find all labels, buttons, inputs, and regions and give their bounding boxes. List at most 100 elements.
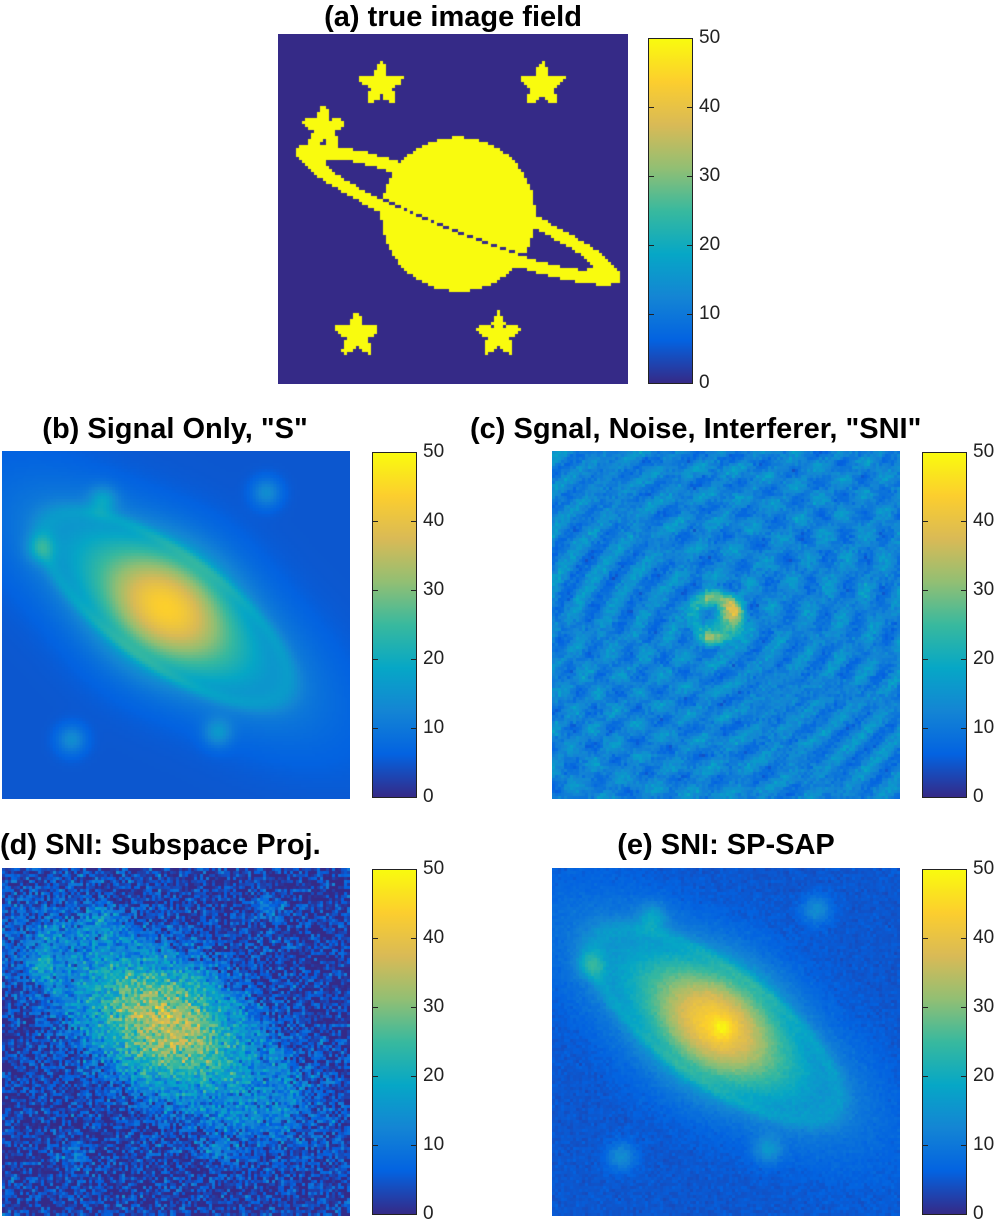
colorbar-tick-label: 50 (973, 441, 995, 462)
colorbar-tick (687, 38, 693, 39)
colorbar-tick (411, 1076, 417, 1077)
colorbar-tick (372, 1214, 378, 1215)
panel-b-heatmap (2, 451, 350, 799)
colorbar-tick (648, 38, 654, 39)
colorbar-tick (687, 314, 693, 315)
colorbar-tick (961, 521, 967, 522)
colorbar-tick (687, 107, 693, 108)
colorbar-tick-label: 50 (423, 441, 445, 462)
colorbar-tick (961, 869, 967, 870)
colorbar-tick (411, 590, 417, 591)
colorbar-tick-label: 50 (699, 27, 721, 48)
colorbar-tick (922, 1007, 928, 1008)
colorbar-tick-label: 40 (423, 927, 445, 948)
colorbar-tick (372, 521, 378, 522)
panel-d-title: (d) SNI: Subspace Proj. (0, 829, 321, 861)
colorbar-tick (687, 245, 693, 246)
colorbar-tick (411, 1145, 417, 1146)
colorbar-tick-label: 10 (973, 1134, 995, 1155)
colorbar-tick-label: 10 (973, 717, 995, 738)
colorbar-tick-label: 40 (973, 510, 995, 531)
panel-c-title: (c) Sgnal, Noise, Interferer, "SNI" (470, 413, 922, 445)
colorbar-tick (922, 521, 928, 522)
colorbar-tick (372, 1007, 378, 1008)
colorbar-tick (411, 521, 417, 522)
colorbar-tick (411, 728, 417, 729)
panel-d-colorbar (372, 869, 417, 1215)
colorbar-tick-label: 20 (423, 648, 445, 669)
colorbar-tick (411, 938, 417, 939)
colorbar-tick-label: 40 (423, 510, 445, 531)
colorbar-tick-label: 30 (973, 579, 995, 600)
colorbar-tick (961, 1076, 967, 1077)
panel-a-colorbar (648, 38, 693, 384)
colorbar-tick-label: 0 (973, 1203, 984, 1224)
colorbar-tick (961, 452, 967, 453)
colorbar-tick-label: 30 (423, 996, 445, 1017)
colorbar-tick (372, 869, 378, 870)
colorbar-tick-label: 30 (423, 579, 445, 600)
colorbar-tick (687, 383, 693, 384)
colorbar-tick-label: 10 (699, 303, 721, 324)
colorbar-tick (648, 383, 654, 384)
colorbar-tick (922, 659, 928, 660)
colorbar-tick (961, 1007, 967, 1008)
colorbar-tick-label: 0 (973, 786, 984, 807)
colorbar-tick (372, 1145, 378, 1146)
panel-b-colorbar (372, 452, 417, 798)
colorbar-tick (922, 452, 928, 453)
colorbar-tick (961, 1145, 967, 1146)
panel-c-colorbar (922, 452, 967, 798)
colorbar-tick (961, 797, 967, 798)
colorbar-tick (372, 1076, 378, 1077)
colorbar-tick (687, 176, 693, 177)
colorbar-tick (922, 590, 928, 591)
colorbar-tick-label: 30 (973, 996, 995, 1017)
colorbar-tick (648, 107, 654, 108)
panel-e-title: (e) SNI: SP-SAP (617, 829, 835, 861)
colorbar-tick (648, 245, 654, 246)
colorbar-tick (922, 869, 928, 870)
colorbar-tick (411, 797, 417, 798)
panel-e-heatmap (552, 868, 900, 1216)
colorbar-tick (648, 176, 654, 177)
colorbar-tick-label: 50 (423, 858, 445, 879)
colorbar-tick (922, 728, 928, 729)
colorbar-tick (411, 452, 417, 453)
colorbar-tick (411, 1214, 417, 1215)
colorbar-tick-label: 50 (973, 858, 995, 879)
colorbar-tick-label: 0 (699, 372, 710, 393)
colorbar-tick-label: 20 (423, 1065, 445, 1086)
colorbar-tick (961, 1214, 967, 1215)
colorbar-tick-label: 40 (973, 927, 995, 948)
colorbar-tick-label: 10 (423, 1134, 445, 1155)
colorbar-tick (922, 797, 928, 798)
colorbar-tick-label: 0 (423, 786, 434, 807)
colorbar-tick (648, 314, 654, 315)
colorbar-tick-label: 20 (699, 234, 721, 255)
colorbar-tick-label: 0 (423, 1203, 434, 1224)
panel-b-title: (b) Signal Only, "S" (42, 413, 308, 445)
colorbar-tick (411, 869, 417, 870)
colorbar-tick-label: 40 (699, 96, 721, 117)
colorbar-tick (961, 590, 967, 591)
colorbar-tick-label: 20 (973, 1065, 995, 1086)
panel-e-colorbar (922, 869, 967, 1215)
colorbar-tick-label: 30 (699, 165, 721, 186)
colorbar-tick (922, 938, 928, 939)
colorbar-tick (411, 1007, 417, 1008)
colorbar-tick (922, 1145, 928, 1146)
colorbar-tick-label: 20 (973, 648, 995, 669)
colorbar-tick-label: 10 (423, 717, 445, 738)
colorbar-tick (372, 938, 378, 939)
panel-c-heatmap (552, 451, 900, 799)
colorbar-tick (922, 1076, 928, 1077)
colorbar-tick (372, 452, 378, 453)
colorbar-tick (372, 659, 378, 660)
colorbar-tick (961, 938, 967, 939)
panel-d-heatmap (2, 868, 350, 1216)
colorbar-tick (961, 728, 967, 729)
panel-a-title: (a) true image field (324, 1, 582, 33)
colorbar-tick (372, 797, 378, 798)
colorbar-tick (961, 659, 967, 660)
